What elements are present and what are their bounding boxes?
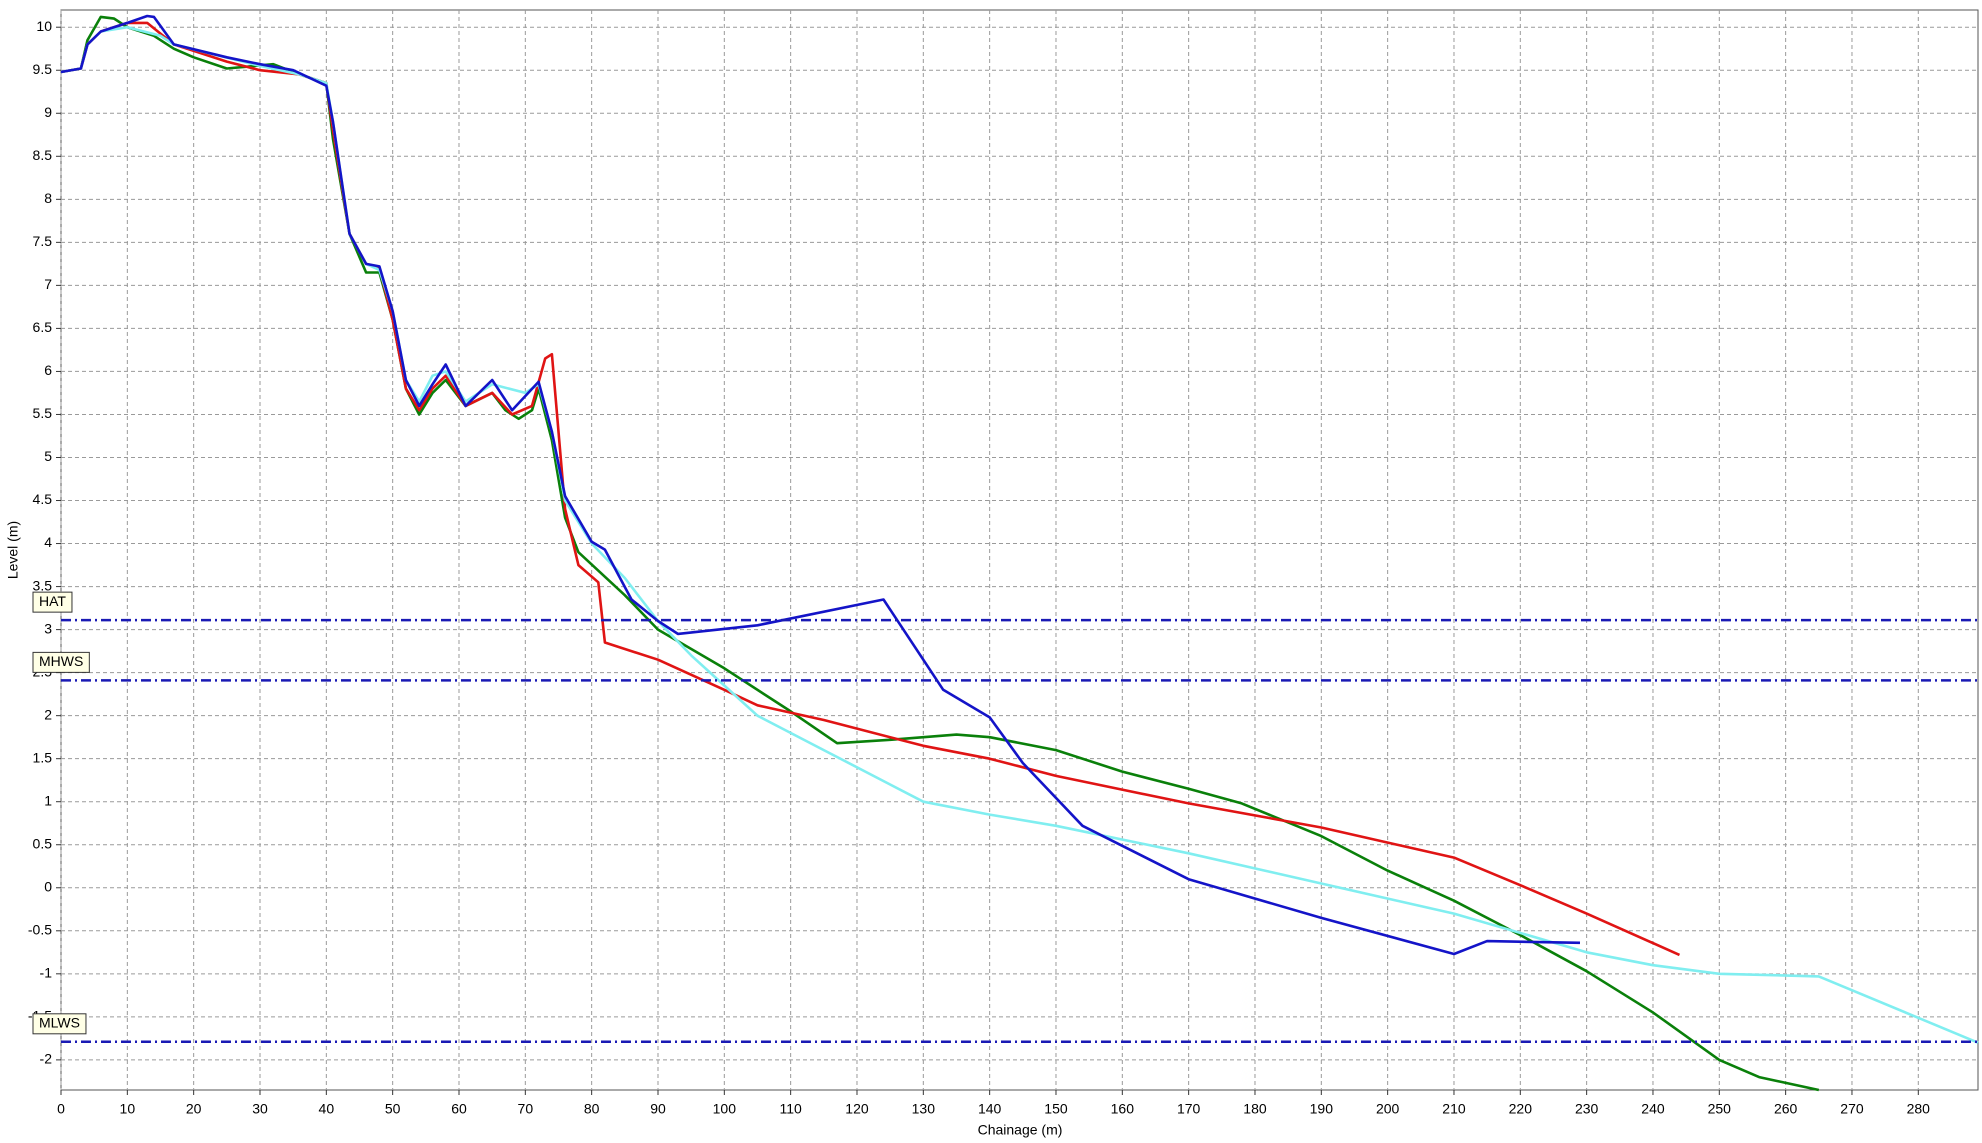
x-tick-label: 110 bbox=[779, 1101, 802, 1117]
y-tick-label: 8.5 bbox=[33, 147, 53, 163]
reference-label-box bbox=[32, 591, 73, 613]
x-tick-label: 90 bbox=[650, 1101, 666, 1117]
x-tick-label: 0 bbox=[57, 1101, 65, 1117]
x-tick-label: 280 bbox=[1907, 1101, 1931, 1117]
y-tick-label: 8 bbox=[44, 190, 52, 206]
reference-label-box bbox=[32, 651, 90, 673]
x-tick-label: 140 bbox=[978, 1101, 1002, 1117]
y-tick-label: 10 bbox=[36, 18, 52, 34]
y-tick-label: -2 bbox=[40, 1051, 53, 1067]
x-tick-label: 200 bbox=[1376, 1101, 1400, 1117]
x-tick-label: 60 bbox=[451, 1101, 467, 1117]
y-tick-label: 3 bbox=[44, 620, 52, 636]
x-tick-label: 70 bbox=[518, 1101, 534, 1117]
y-tick-label: 9 bbox=[44, 104, 52, 120]
y-tick-label: 6 bbox=[44, 362, 52, 378]
reference-label: HAT bbox=[39, 593, 66, 609]
x-tick-label: 240 bbox=[1641, 1101, 1665, 1117]
x-tick-label: 260 bbox=[1774, 1101, 1798, 1117]
x-tick-label: 20 bbox=[186, 1101, 202, 1117]
y-tick-label: 4 bbox=[44, 534, 52, 550]
series-line bbox=[60, 21, 1681, 957]
y-tick-label: -1 bbox=[40, 965, 53, 981]
x-tick-label: 270 bbox=[1840, 1101, 1864, 1117]
x-tick-label: 130 bbox=[912, 1101, 936, 1117]
y-tick-label: 9.5 bbox=[33, 61, 53, 77]
y-tick-label: 7 bbox=[44, 276, 52, 292]
x-tick-label: 10 bbox=[120, 1101, 136, 1117]
x-tick-label: 210 bbox=[1442, 1101, 1466, 1117]
y-tick-label: 5 bbox=[44, 448, 52, 464]
x-tick-label: 80 bbox=[584, 1101, 600, 1117]
y-tick-label: 1 bbox=[44, 792, 52, 808]
y-axis-label: Level (m) bbox=[5, 521, 21, 579]
x-tick-label: 40 bbox=[319, 1101, 335, 1117]
x-tick-label: 50 bbox=[385, 1101, 401, 1117]
x-tick-label: 160 bbox=[1111, 1101, 1135, 1117]
x-tick-label: 250 bbox=[1708, 1101, 1732, 1117]
y-tick-label: 1.5 bbox=[33, 749, 53, 765]
x-tick-label: 180 bbox=[1243, 1101, 1267, 1117]
reference-label: MHWS bbox=[39, 653, 83, 669]
series-line bbox=[60, 14, 1581, 956]
x-tick-label: 220 bbox=[1509, 1101, 1533, 1117]
y-tick-label: 4.5 bbox=[33, 491, 53, 507]
series-line bbox=[60, 25, 1979, 1044]
x-tick-label: 120 bbox=[845, 1101, 869, 1117]
y-tick-label: 7.5 bbox=[33, 233, 53, 249]
y-tick-label: 3.5 bbox=[33, 577, 53, 593]
y-tick-label: 0 bbox=[44, 878, 52, 894]
x-tick-label: 30 bbox=[252, 1101, 268, 1117]
y-tick-label: 0.5 bbox=[33, 835, 53, 851]
x-axis-label: Chainage (m) bbox=[978, 1122, 1063, 1138]
y-tick-label: 6.5 bbox=[33, 319, 53, 335]
y-tick-label: 2 bbox=[44, 706, 52, 722]
reference-label-box bbox=[32, 1013, 87, 1035]
plot-area bbox=[60, 9, 1979, 1091]
x-tick-label: 190 bbox=[1310, 1101, 1334, 1117]
reference-label: MLWS bbox=[39, 1015, 80, 1031]
x-tick-label: 150 bbox=[1044, 1101, 1068, 1117]
x-tick-label: 100 bbox=[713, 1101, 737, 1117]
y-tick-label: 5.5 bbox=[33, 405, 53, 421]
x-tick-label: 230 bbox=[1575, 1101, 1599, 1117]
x-tick-label: 170 bbox=[1177, 1101, 1201, 1117]
y-tick-label: -0.5 bbox=[28, 921, 52, 937]
